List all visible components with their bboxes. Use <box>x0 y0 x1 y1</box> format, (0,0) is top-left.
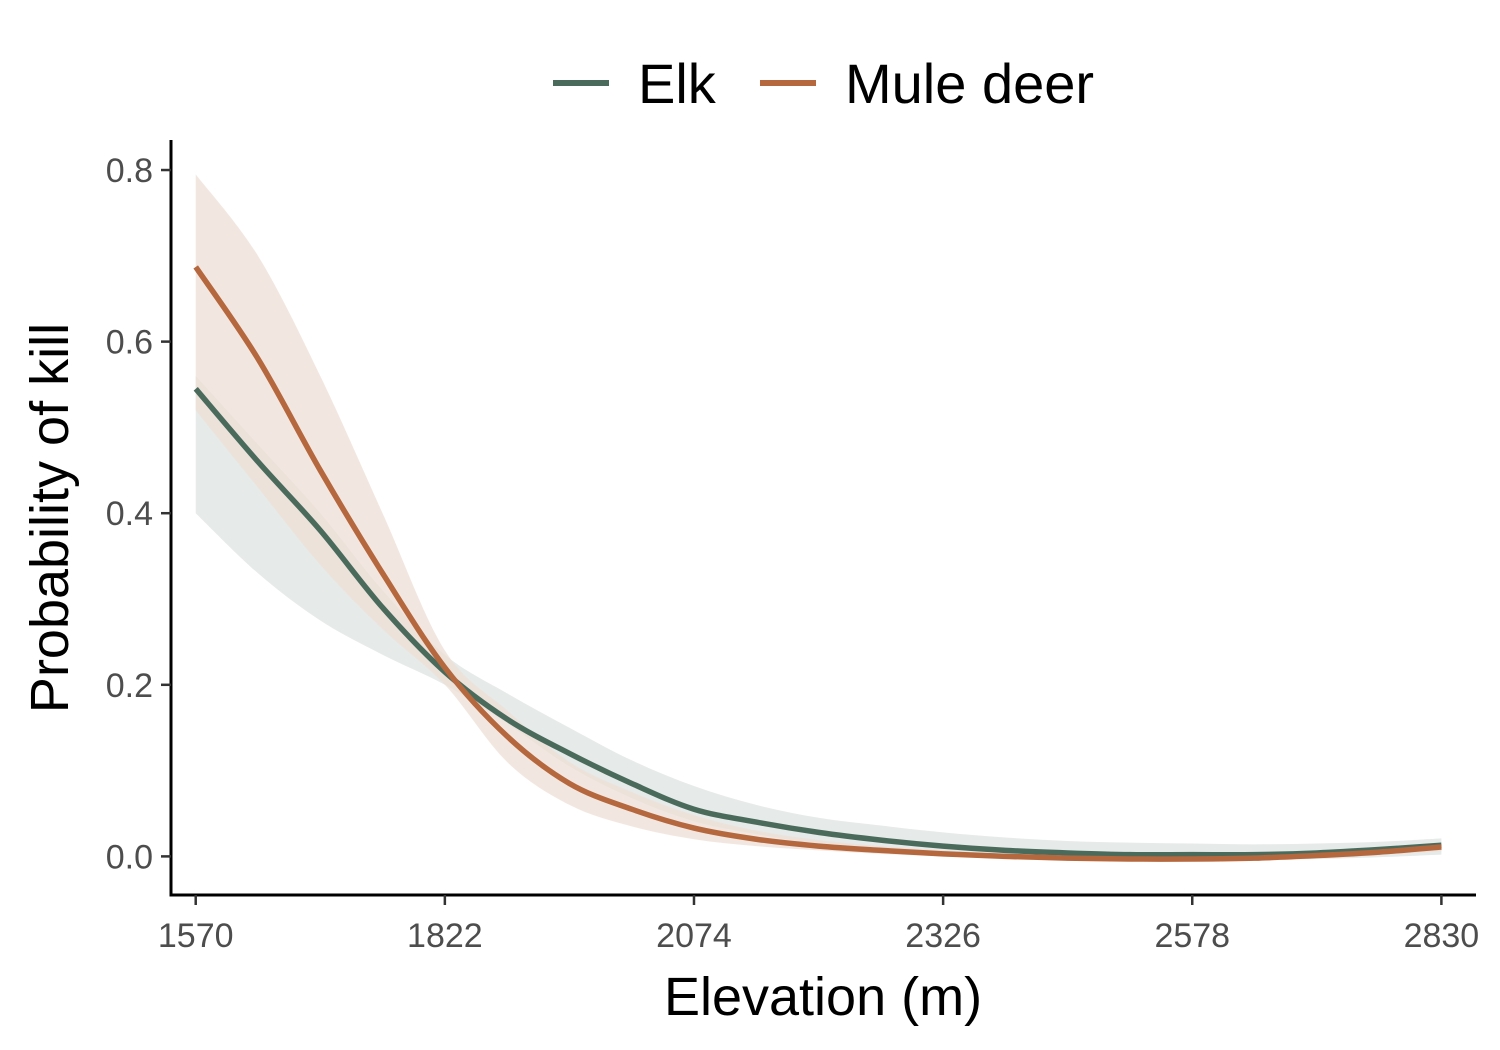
y-tick-label: 0.6 <box>106 324 153 362</box>
y-tick-label: 0.0 <box>106 838 153 876</box>
legend-item-elk: Elk <box>553 52 717 115</box>
x-tick-label: 2074 <box>656 917 732 955</box>
legend: Elk Mule deer <box>553 52 1094 115</box>
x-tick-label: 1570 <box>158 917 234 955</box>
confidence-bands <box>195 174 1442 861</box>
series-lines <box>193 265 1442 862</box>
y-tick-label: 0.4 <box>106 495 153 533</box>
y-tick-label: 0.8 <box>106 152 153 190</box>
mule-deer-confidence-band <box>195 174 1442 861</box>
x-tick-label: 2830 <box>1404 917 1480 955</box>
y-axis-title: Probability of kill <box>20 323 80 713</box>
legend-item-mule-deer: Mule deer <box>760 52 1094 115</box>
x-tick-label: 2326 <box>905 917 981 955</box>
x-tick-label: 1822 <box>407 917 483 955</box>
legend-label-mule-deer: Mule deer <box>845 52 1094 115</box>
x-axis-title: Elevation (m) <box>664 967 982 1027</box>
x-axis-ticks: 1570 1822 2074 2326 2578 2830 <box>158 895 1479 955</box>
mule-deer-line <box>193 265 1442 862</box>
y-tick-label: 0.2 <box>106 667 153 705</box>
x-tick-label: 2578 <box>1154 917 1230 955</box>
y-axis-ticks: 0.0 0.2 0.4 0.6 0.8 <box>106 152 171 876</box>
legend-label-elk: Elk <box>638 52 717 115</box>
elk-line <box>193 387 1442 858</box>
